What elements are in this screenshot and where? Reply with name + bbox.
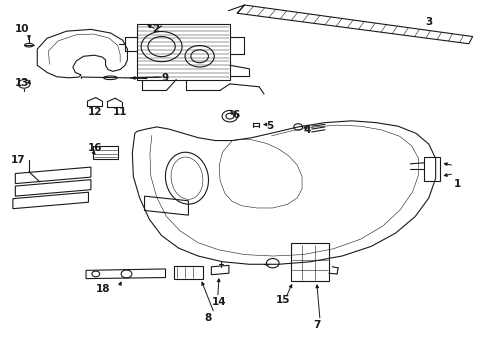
- Text: 7: 7: [312, 320, 320, 330]
- Text: 15: 15: [276, 295, 290, 305]
- Bar: [137, 24, 229, 80]
- Bar: [423, 157, 439, 181]
- Bar: [173, 266, 203, 279]
- Text: 2: 2: [152, 24, 159, 35]
- Text: 12: 12: [87, 107, 102, 117]
- Text: 13: 13: [14, 78, 29, 88]
- Text: 5: 5: [266, 121, 273, 131]
- Text: 4: 4: [303, 125, 310, 135]
- Text: 8: 8: [204, 313, 211, 323]
- Bar: [93, 145, 118, 159]
- Text: 17: 17: [10, 155, 25, 165]
- Text: 1: 1: [453, 179, 461, 189]
- Text: 9: 9: [161, 73, 168, 83]
- Text: 11: 11: [113, 107, 127, 117]
- Text: 14: 14: [211, 297, 225, 307]
- Bar: [290, 243, 328, 281]
- Text: 16: 16: [87, 143, 102, 153]
- Text: 10: 10: [14, 24, 29, 35]
- Text: 6: 6: [232, 111, 239, 121]
- Text: 3: 3: [424, 17, 431, 27]
- Text: 18: 18: [96, 284, 110, 294]
